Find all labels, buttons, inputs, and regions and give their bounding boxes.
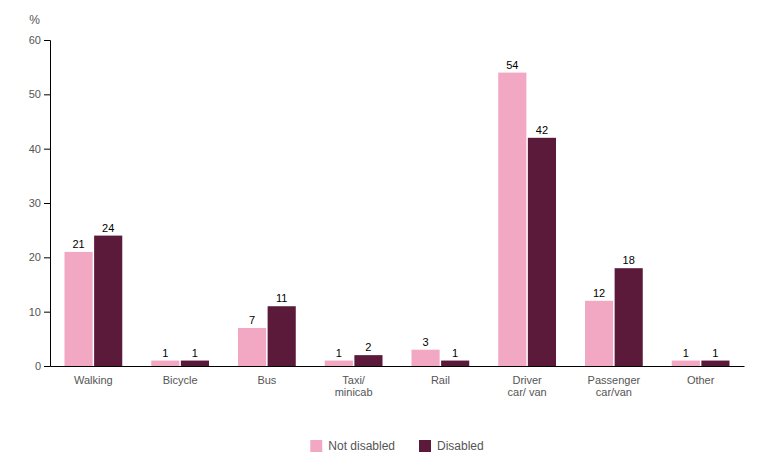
data-label: 1 <box>683 347 689 359</box>
y-tick: 20 <box>29 251 50 263</box>
x-tick: Passengercar/van <box>588 374 641 399</box>
chart: 0 10 20 30 40 50 60 Walking Bicycle Bus Taxi/minic… <box>0 0 764 476</box>
y-tick-label: 40 <box>29 143 41 155</box>
data-label: 7 <box>249 314 255 326</box>
legend: Not disabled Disabled <box>310 439 483 453</box>
x-tick: Walking <box>74 374 113 386</box>
y-tick-mark <box>44 366 50 367</box>
y-tick-label: 50 <box>29 88 41 100</box>
y-tick: 0 <box>35 360 50 372</box>
x-tick: Bus <box>257 374 276 386</box>
y-axis-line <box>44 41 51 367</box>
x-tick-label: Walking <box>74 374 113 386</box>
data-label: 1 <box>336 347 342 359</box>
series <box>64 73 699 366</box>
bar <box>498 73 526 366</box>
x-tick-label: Taxi/minicab <box>335 374 373 399</box>
bar <box>268 306 296 366</box>
x-tick: Drivercar/ van <box>508 374 547 399</box>
bar <box>701 361 729 366</box>
bar <box>672 361 700 366</box>
x-tick-label-line: car/van <box>596 386 632 398</box>
x-tick-label-line: Taxi/ <box>342 374 366 386</box>
data-label: 42 <box>536 124 548 136</box>
data-label: 2 <box>365 341 371 353</box>
bar <box>238 328 266 366</box>
bar <box>94 236 122 366</box>
x-tick-label: Passengercar/van <box>588 374 641 399</box>
legend-item: Disabled <box>419 439 484 453</box>
y-tick-mark <box>44 40 50 41</box>
data-label: 12 <box>593 287 605 299</box>
y-tick: 60 <box>29 34 50 46</box>
bar <box>64 252 92 366</box>
x-tick-label-line: Bicycle <box>163 374 198 386</box>
x-tick-label-line: minicab <box>335 386 373 398</box>
x-tick-label: Other <box>687 374 715 386</box>
bar <box>528 138 556 366</box>
y-tick-mark <box>44 312 50 313</box>
data-label: 21 <box>72 238 84 250</box>
data-labels: 21171354121241112142181 <box>72 59 718 359</box>
x-tick: Rail <box>431 374 450 386</box>
legend-swatch <box>310 440 322 452</box>
x-tick-label: Drivercar/ van <box>508 374 547 399</box>
bar <box>615 268 643 366</box>
data-label: 54 <box>506 59 518 71</box>
data-label: 1 <box>192 347 198 359</box>
y-tick-mark <box>44 94 50 95</box>
bar <box>181 361 209 366</box>
y-tick-label: 0 <box>35 360 41 372</box>
y-tick: 40 <box>29 143 50 155</box>
x-tick-label: Bicycle <box>163 374 198 386</box>
legend-label: Disabled <box>437 439 484 453</box>
x-tick-label-line: Other <box>687 374 715 386</box>
x-axis: WalkingBicycleBusTaxi/minicabRailDriverc… <box>51 367 745 399</box>
y-tick: 10 <box>29 306 50 318</box>
series <box>94 138 729 366</box>
data-label: 1 <box>162 347 168 359</box>
x-tick-label-line: Driver <box>512 374 542 386</box>
data-label: 1 <box>712 347 718 359</box>
y-tick-label: 30 <box>29 197 41 209</box>
y-tick-mark <box>44 203 50 204</box>
x-tick-label: Bus <box>257 374 276 386</box>
legend-swatch <box>419 440 431 452</box>
bar <box>325 361 353 366</box>
x-tick-label-line: Rail <box>431 374 450 386</box>
data-label: 11 <box>276 292 287 304</box>
x-tick-label-line: car/ van <box>508 386 547 398</box>
y-tick-mark <box>44 257 50 258</box>
bar <box>411 350 439 366</box>
y-tick-label: 60 <box>29 34 41 46</box>
bar <box>441 361 469 366</box>
bar <box>585 301 613 366</box>
x-tick-label-line: Bus <box>257 374 276 386</box>
bars <box>64 73 729 366</box>
x-tick: Taxi/minicab <box>335 374 373 399</box>
y-tick-label: 10 <box>29 306 41 318</box>
y-tick-label: 20 <box>29 251 41 263</box>
x-axis-line <box>51 366 745 367</box>
bar <box>354 355 382 366</box>
x-tick: Bicycle <box>163 374 198 386</box>
x-tick-label-line: Walking <box>74 374 113 386</box>
y-tick: 30 <box>29 197 50 209</box>
data-label: 18 <box>623 254 635 266</box>
x-tick: Other <box>687 374 715 386</box>
data-label: 3 <box>423 336 429 348</box>
y-axis-title: % <box>29 13 40 27</box>
legend-item: Not disabled <box>310 439 395 453</box>
data-label: 1 <box>452 347 458 359</box>
data-label: 24 <box>102 222 114 234</box>
y-axis: 0 10 20 30 40 50 60 <box>29 34 51 372</box>
y-tick: 50 <box>29 88 50 100</box>
legend-label: Not disabled <box>328 439 395 453</box>
bar <box>151 361 179 366</box>
plot: 0 10 20 30 40 50 60 Walking Bicycle Bus Taxi/minic… <box>29 13 745 398</box>
x-tick-label: Rail <box>431 374 450 386</box>
y-tick-mark <box>44 149 50 150</box>
x-tick-label-line: Passenger <box>588 374 641 386</box>
